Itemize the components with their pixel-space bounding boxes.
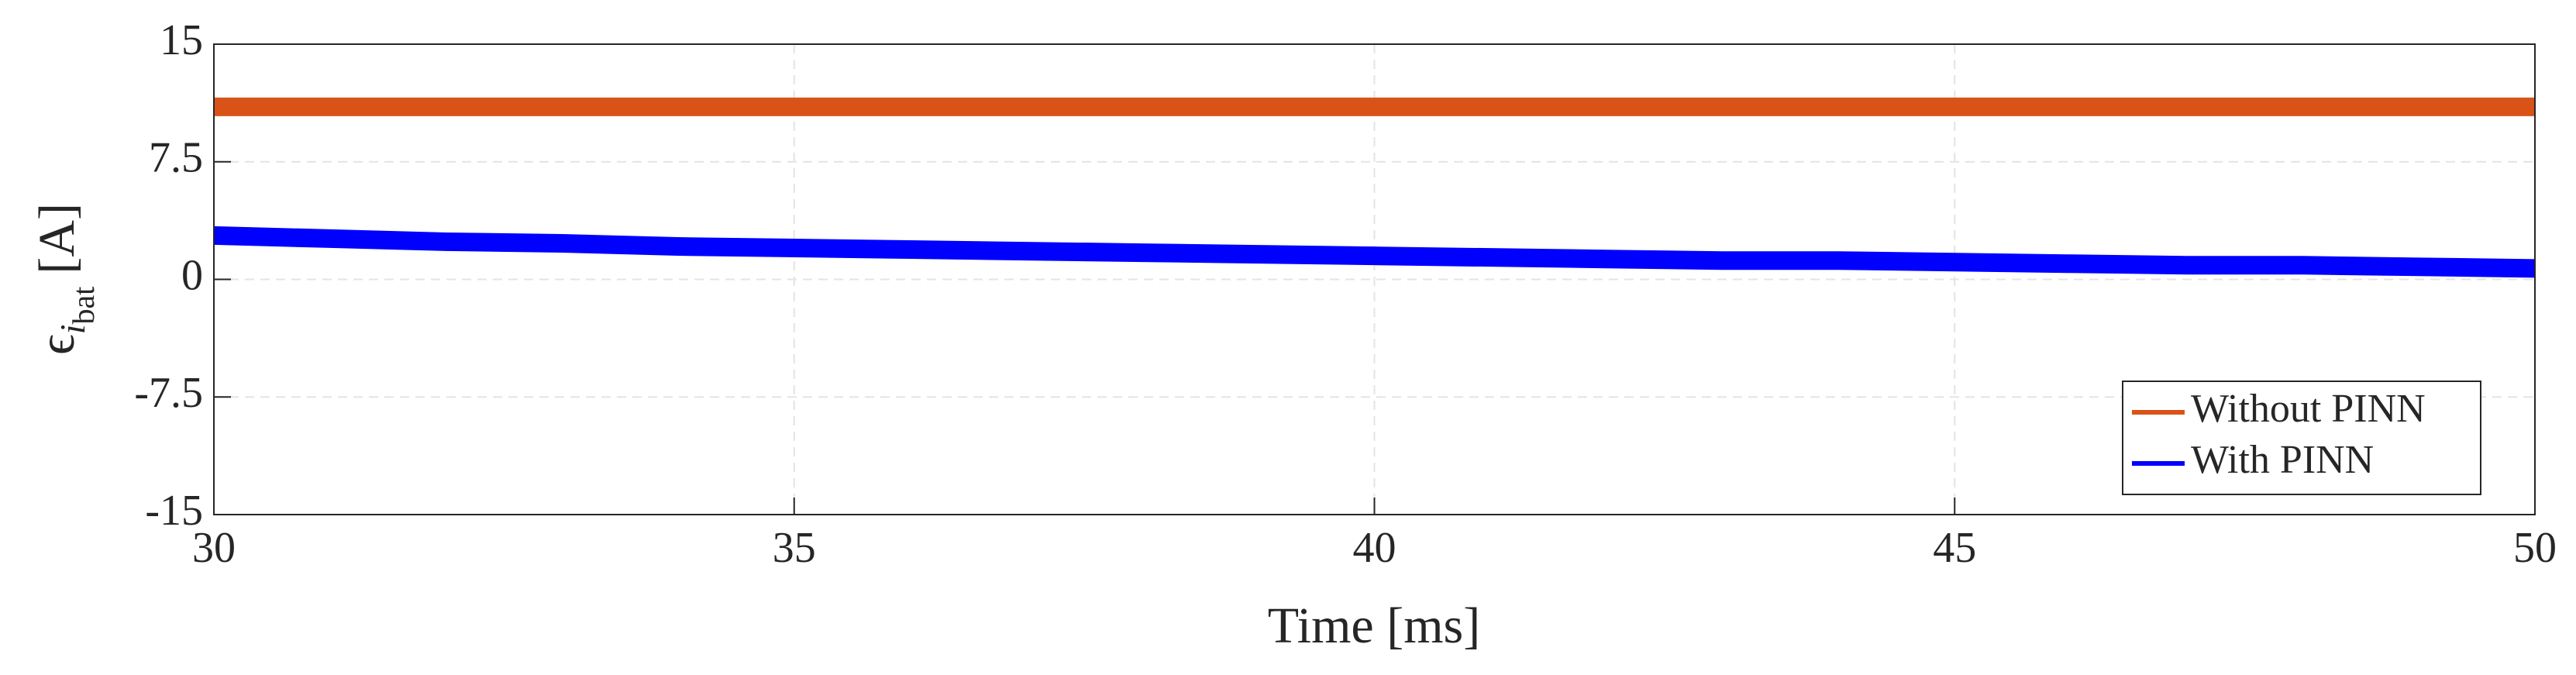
data-line (213, 226, 2536, 278)
y-tick-label: -7.5 (134, 369, 203, 417)
y-tick-label: 0 (181, 251, 203, 299)
y-label-symbol: ϵ (29, 334, 85, 355)
plot-frame (213, 43, 2536, 515)
y-tick-label: 15 (160, 16, 203, 64)
x-axis-label: Time [ms] (1268, 598, 1480, 654)
y-axis-label: ϵibat [A] (29, 203, 101, 355)
x-tick-label: 35 (773, 524, 816, 572)
y-label-unit: [A] (29, 203, 85, 274)
x-tick-label: 30 (192, 524, 236, 572)
x-tick-label: 40 (1353, 524, 1396, 572)
legend-label: Without PINN (2191, 387, 2426, 431)
x-tick-label: 45 (1933, 524, 1976, 572)
legend-box (2122, 381, 2481, 495)
y-label-subsub: bat (66, 287, 101, 325)
legend-label: With PINN (2191, 438, 2374, 482)
y-tick-label: -15 (145, 487, 203, 535)
y-tick-label: 7.5 (149, 134, 203, 182)
legend: Without PINN With PINN (2122, 381, 2481, 495)
x-tick-label: 50 (2513, 524, 2557, 572)
y-label-sub: i (53, 325, 92, 335)
